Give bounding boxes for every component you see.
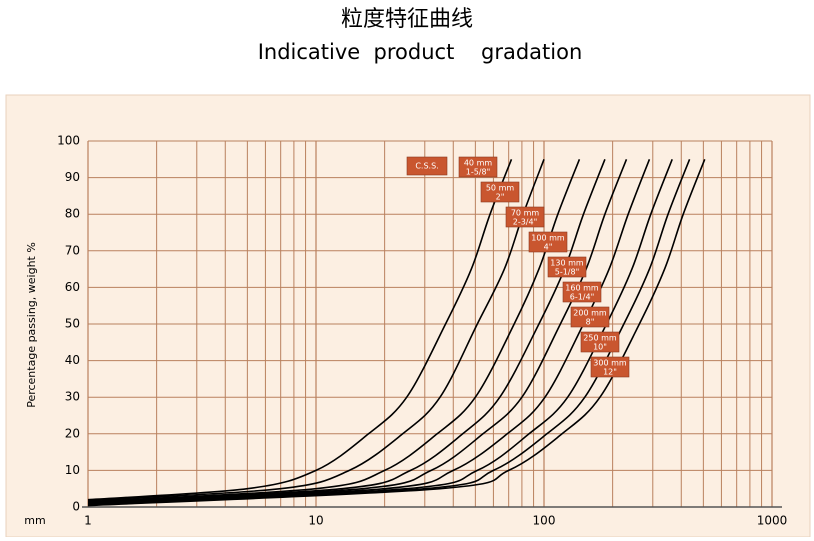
legend-name: 200 mm xyxy=(573,309,607,318)
legend-name: 70 mm xyxy=(511,209,540,218)
y-tick-label: 60 xyxy=(65,280,80,294)
legend-box xyxy=(505,206,545,228)
legend-inch: 12" xyxy=(603,368,617,377)
y-tick-label: 40 xyxy=(65,353,80,367)
curve xyxy=(87,159,628,504)
chart-subtitle: Indicative product gradation xyxy=(258,40,583,64)
legend-box xyxy=(562,281,602,303)
legend-name: 250 mm xyxy=(583,334,617,343)
y-tick-label: 80 xyxy=(65,207,80,221)
legend-box xyxy=(590,356,630,378)
legend-box xyxy=(570,306,610,328)
legend-box xyxy=(528,231,568,253)
legend-inch: 10" xyxy=(593,343,607,352)
x-tick-label: 1000 xyxy=(757,514,788,528)
curve xyxy=(87,159,651,505)
x-tick-label: 10 xyxy=(308,514,323,528)
x-tick-label: 100 xyxy=(533,514,556,528)
annotation: C.S.S. xyxy=(415,162,438,171)
y-tick-label: 90 xyxy=(65,170,80,184)
legend-inch: 4" xyxy=(544,243,553,252)
legend-name: 160 mm xyxy=(565,284,599,293)
y-tick-label: 20 xyxy=(65,426,80,440)
y-axis-label: Percentage passing, weight % xyxy=(25,242,38,408)
legend-name: 300 mm xyxy=(593,359,627,368)
legend-inch: 8" xyxy=(586,318,595,327)
x-tick-label: 1 xyxy=(84,514,92,528)
curve xyxy=(87,159,706,507)
curve xyxy=(87,159,545,502)
chart-title: 粒度特征曲线 xyxy=(341,7,473,32)
legend-inch: 1-5/8" xyxy=(466,168,491,177)
legend-name: 40 mm xyxy=(464,159,493,168)
y-tick-label: 0 xyxy=(72,500,80,514)
x-unit: mm xyxy=(24,514,45,527)
legend-name: 130 mm xyxy=(550,259,584,268)
legend-name: 100 mm xyxy=(531,234,565,243)
legend-inch: 2-3/4" xyxy=(513,218,538,227)
legend-inch: 2" xyxy=(496,193,505,202)
y-tick-label: 10 xyxy=(65,463,80,477)
y-tick-label: 50 xyxy=(65,317,80,331)
legend-box xyxy=(547,256,587,278)
y-tick-label: 30 xyxy=(65,390,80,404)
legend-box xyxy=(458,156,498,178)
curve xyxy=(87,159,606,504)
legend-inch: 6-1/4" xyxy=(570,293,595,302)
curve xyxy=(87,159,513,501)
legend-name: 50 mm xyxy=(486,184,515,193)
annotation-box xyxy=(406,156,448,176)
y-tick-label: 100 xyxy=(57,134,80,148)
legend-inch: 5-1/8" xyxy=(555,268,580,277)
legend-box xyxy=(580,331,620,353)
legend-box xyxy=(480,181,520,203)
y-tick-label: 70 xyxy=(65,243,80,257)
curve xyxy=(87,159,673,506)
